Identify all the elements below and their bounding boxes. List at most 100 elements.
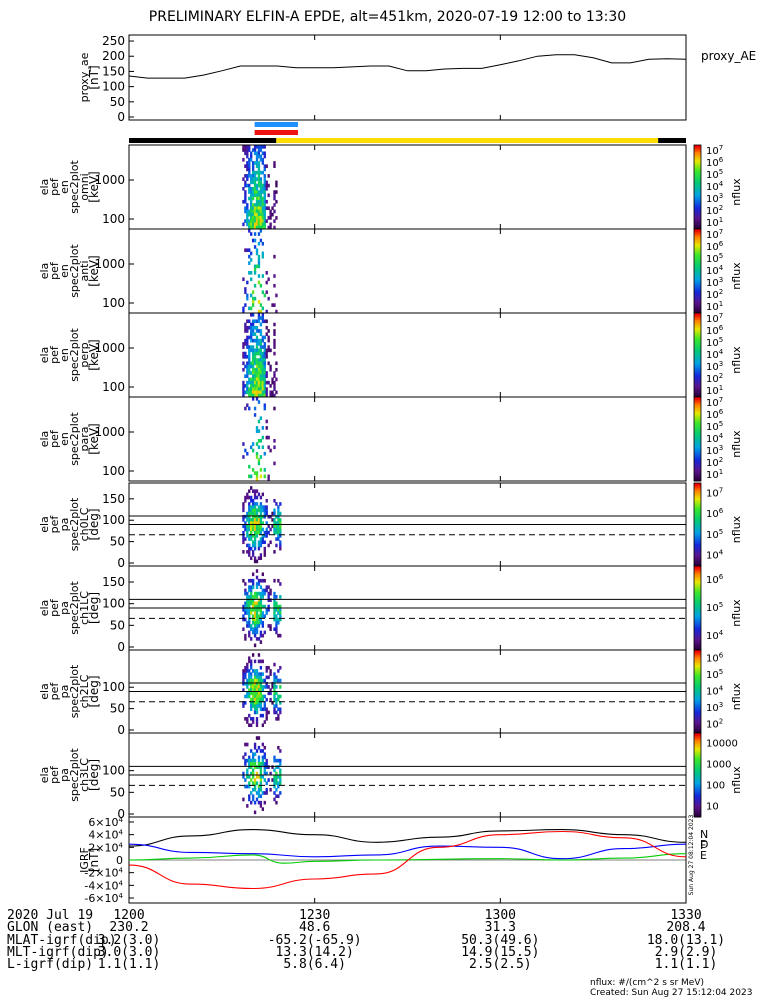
ela-pef-pa-spec2plot-ch2lc-cell [248, 713, 251, 718]
ela-pef-en-spec2plot-perp-cell [265, 325, 268, 330]
ela-pef-pa-spec2plot-ch0lc-cell [255, 559, 259, 564]
ela-pef-en-spec2plot-para-colorbar-segment [694, 434, 701, 438]
ela-pef-en-spec2plot-omni-cell [255, 206, 259, 211]
ela-pef-pa-spec2plot-ch1lc-cell [251, 572, 255, 577]
ela-pef-en-spec2plot-omni-cell [263, 145, 266, 149]
ela-pef-pa-spec2plot-ch0lc-cell [257, 524, 261, 529]
ela-pef-pa-spec2plot-ch1lc-cell [244, 611, 247, 615]
sunlight-bar [276, 138, 659, 143]
ela-pef-en-spec2plot-omni-cell [275, 190, 278, 194]
ela-pef-en-spec2plot-perp-colorbar-segment [694, 342, 701, 345]
ela-pef-en-spec2plot-omni-cell [253, 161, 257, 165]
ela-pef-pa-spec2plot-ch1lc-colorbar-segment [694, 578, 701, 582]
ela-pef-pa-spec2plot-ch0lc-colorbar-segment [694, 563, 701, 567]
ela-pef-pa-spec2plot-ch2lc-cell [259, 665, 263, 670]
ela-pef-en-spec2plot-perp-cell [255, 377, 259, 382]
ela-pef-en-spec2plot-para-cell [255, 426, 259, 430]
ela-pef-pa-spec2plot-ch3lc-cell [263, 791, 266, 795]
ela-pef-en-spec2plot-perp-cell [255, 374, 259, 379]
ela-pef-en-spec2plot-anti-cell [261, 251, 265, 256]
ela-pef-en-spec2plot-para-colorbar-segment [694, 466, 701, 469]
ela-pef-pa-spec2plot-ch2lc-ylabel: [deg] [87, 676, 101, 708]
ela-pef-pa-spec2plot-ch1lc-cell [244, 633, 247, 638]
ela-pef-pa-spec2plot-ch2lc-cell [246, 662, 249, 667]
ela-pef-pa-spec2plot-ch1lc-cell [277, 617, 280, 622]
ela-pef-en-spec2plot-para-cell [255, 471, 259, 475]
ela-pef-pa-spec2plot-ch3lc-cell [246, 804, 249, 808]
ela-pef-pa-spec2plot-ch3lc-cell [265, 791, 268, 795]
ela-pef-pa-spec2plot-ch0lc-cell [273, 530, 276, 535]
ela-pef-en-spec2plot-para-cell [273, 445, 276, 450]
ela-pef-pa-spec2plot-ch0lc-cell [253, 521, 257, 525]
ela-pef-en-spec2plot-anti-colorbar-label: nflux [730, 262, 743, 290]
ela-pef-pa-spec2plot-ch1lc-cell [253, 630, 257, 635]
ela-pef-en-spec2plot-perp-cell [259, 348, 263, 353]
ela-pef-pa-spec2plot-ch3lc-cell [275, 771, 278, 776]
ela-pef-en-spec2plot-omni-cell [261, 151, 265, 156]
ephemeris-value: 5.8(6.4) [283, 957, 346, 972]
ela-pef-en-spec2plot-omni-colorbar-segment [694, 187, 701, 190]
ela-pef-pa-spec2plot-ch3lc-colorbar-segment [694, 802, 701, 805]
ela-pef-pa-spec2plot-ch3lc-cell [263, 755, 266, 760]
ela-pef-pa-spec2plot-ch2lc-cell [255, 669, 259, 673]
ela-pef-pa-spec2plot-ch3lc-cell [263, 800, 266, 805]
ela-pef-pa-spec2plot-ch0lc-colorbar-segment [694, 485, 701, 488]
ela-pef-pa-spec2plot-ch1lc-colorbar-segment [694, 591, 701, 594]
ela-pef-en-spec2plot-perp-cell [263, 358, 266, 362]
ela-pef-en-spec2plot-omni-cell [275, 180, 278, 185]
ela-pef-en-spec2plot-anti-cell [257, 254, 261, 259]
ela-pef-pa-spec2plot-ch0lc-cell [257, 530, 261, 535]
ela-pef-pa-spec2plot-ch0lc-cell [248, 514, 251, 519]
ela-pef-pa-spec2plot-ch1lc-cell [269, 624, 272, 628]
ela-pef-en-spec2plot-perp-cell [246, 342, 249, 346]
ela-pef-en-spec2plot-omni-cell [263, 199, 266, 204]
ela-pef-en-spec2plot-perp-colorbar-segment [694, 394, 701, 398]
ela-pef-pa-spec2plot-ch1lc-cell [251, 617, 255, 622]
ela-pef-pa-spec2plot-ch1lc-cell [244, 637, 247, 641]
ela-pef-en-spec2plot-anti-colorbar-segment [694, 237, 701, 240]
ela-pef-en-spec2plot-perp-cell [244, 322, 247, 327]
ela-pef-pa-spec2plot-ch3lc-cell [251, 771, 255, 776]
igrf-ytick-label: 6×104 [88, 816, 123, 829]
ela-pef-pa-spec2plot-ch2lc-cell [261, 694, 265, 699]
ela-pef-en-spec2plot-omni-cell [267, 174, 270, 178]
ela-pef-en-spec2plot-omni-cell [244, 183, 247, 188]
ela-pef-pa-spec2plot-ch0lc-colorbar-segment [694, 541, 701, 544]
ela-pef-en-spec2plot-perp-cell [253, 332, 257, 337]
ela-pef-pa-spec2plot-ch3lc-ytick-label: 0 [117, 807, 125, 821]
ela-pef-pa-spec2plot-ch0lc-cell [265, 527, 268, 532]
ela-pef-pa-spec2plot-ch1lc-cell [273, 595, 276, 599]
ela-pef-en-spec2plot-perp-cell [267, 348, 270, 353]
ela-pef-en-spec2plot-anti-colorbar-segment [694, 298, 701, 301]
ela-pef-en-spec2plot-omni-colorbar-segment [694, 157, 701, 161]
ela-pef-en-spec2plot-para-cell [259, 439, 263, 443]
ela-pef-en-spec2plot-omni-colorbar-segment [694, 210, 701, 213]
ela-pef-en-spec2plot-omni-cell [253, 212, 257, 217]
ela-pef-en-spec2plot-anti-cell [248, 229, 251, 233]
ela-pef-pa-spec2plot-ch3lc-cell [261, 807, 265, 811]
ela-pef-pa-spec2plot-ch1lc-colorbar-segment [694, 626, 701, 630]
ela-pef-pa-spec2plot-ch3lc-cell [253, 787, 257, 792]
ela-pef-pa-spec2plot-ch0lc-colorbar-tick-label: 107 [706, 486, 723, 499]
ela-pef-en-spec2plot-omni-cell [248, 190, 251, 194]
ela-pef-en-spec2plot-para-cell [259, 474, 263, 479]
ela-pef-pa-spec2plot-ch1lc-cell [259, 633, 263, 638]
ela-pef-pa-spec2plot-ch2lc-cell [255, 717, 259, 721]
ela-pef-pa-spec2plot-ch1lc-cell [263, 591, 266, 596]
ela-pef-pa-spec2plot-ch2lc-colorbar-segment [694, 716, 701, 719]
ela-pef-en-spec2plot-perp-cell [255, 361, 259, 366]
ela-pef-pa-spec2plot-ch1lc-cell [244, 591, 247, 596]
ela-pef-pa-spec2plot-ch1lc-cell [248, 601, 251, 606]
ela-pef-en-spec2plot-perp-colorbar-segment [694, 392, 701, 396]
ela-pef-pa-spec2plot-ch0lc-cell [275, 527, 278, 532]
ela-pef-pa-spec2plot-ch0lc-cell [273, 518, 276, 522]
ela-pef-en-spec2plot-perp-colorbar-segment [694, 317, 701, 320]
ela-pef-en-spec2plot-omni-cell [259, 157, 263, 162]
ela-pef-pa-spec2plot-ch1lc-cell [248, 595, 251, 599]
ela-pef-pa-spec2plot-ch3lc-cell [259, 784, 263, 789]
ela-pef-en-spec2plot-omni-cell [253, 209, 257, 214]
ela-pef-en-spec2plot-omni-cell [265, 206, 268, 211]
ela-pef-en-spec2plot-omni-cell [253, 216, 257, 220]
ela-pef-en-spec2plot-perp-cell [259, 342, 263, 346]
ela-pef-pa-spec2plot-ch0lc-cell [244, 498, 247, 503]
